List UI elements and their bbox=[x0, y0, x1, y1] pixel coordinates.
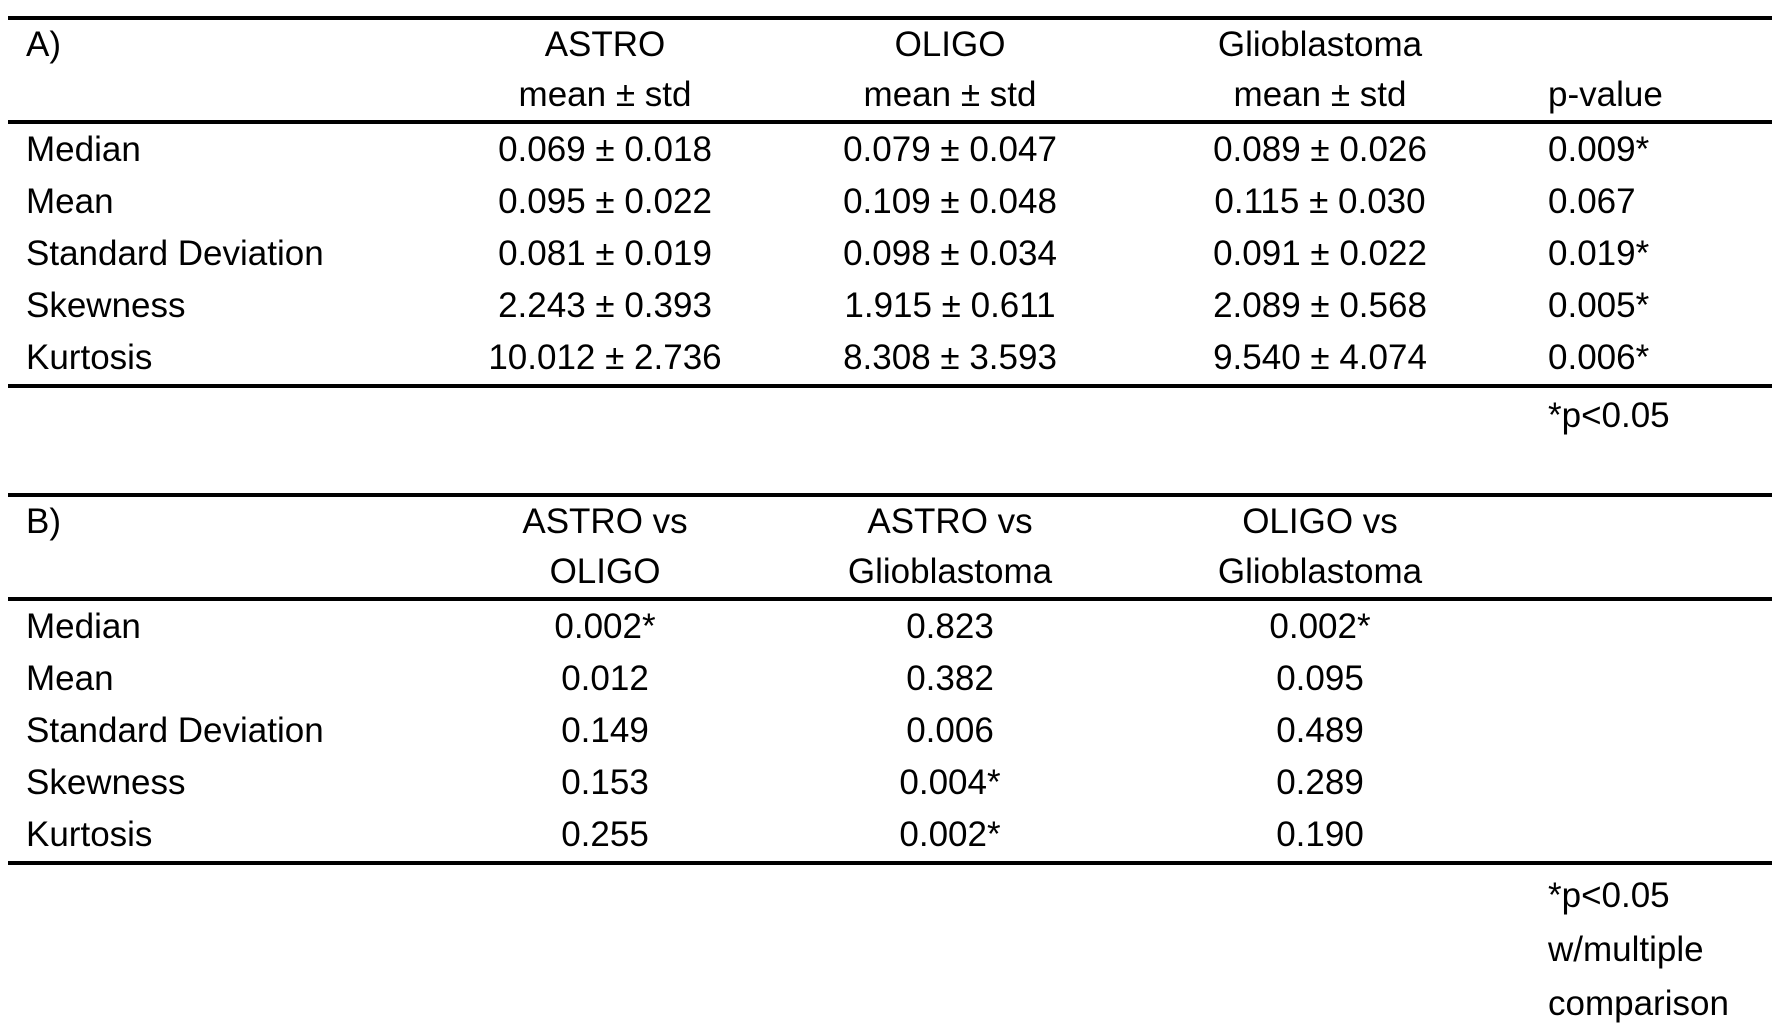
table-b-body: Median 0.002* 0.823 0.002* Mean 0.012 0.… bbox=[8, 599, 1772, 863]
col-header-astro-vs-oligo-line2: OLIGO bbox=[549, 552, 661, 591]
table-b-grid: B) ASTRO vs ASTRO vs OLIGO vs OLIGO Glio… bbox=[8, 493, 1772, 865]
table-a: A) ASTRO OLIGO Glioblastoma mean ± std m… bbox=[8, 16, 1772, 388]
col-header-p-value: p-value bbox=[1548, 75, 1663, 114]
table-b-header: B) ASTRO vs ASTRO vs OLIGO vs OLIGO Glio… bbox=[8, 495, 1772, 599]
table-a-panel-label: A) bbox=[26, 25, 61, 64]
col-header-glioblastoma: Glioblastoma bbox=[1217, 25, 1423, 64]
cell-p-value: 0.009* bbox=[1548, 130, 1650, 169]
cell-astro-vs-oligo: 0.002* bbox=[554, 607, 656, 646]
col-header-oligo: OLIGO bbox=[894, 25, 1006, 64]
cell-astro-vs-oligo: 0.012 bbox=[561, 659, 649, 698]
cell-oligo: 0.109 ± 0.048 bbox=[843, 182, 1057, 221]
table-a-header: A) ASTRO OLIGO Glioblastoma mean ± std m… bbox=[8, 18, 1772, 122]
table-row: Mean 0.095 ± 0.022 0.109 ± 0.048 0.115 ±… bbox=[8, 176, 1772, 228]
row-label: Median bbox=[26, 607, 141, 646]
table-b-footnote-line-3: comparison bbox=[1548, 984, 1729, 1023]
cell-astro-vs-gbm: 0.382 bbox=[906, 659, 994, 698]
table-row: Median 0.069 ± 0.018 0.079 ± 0.047 0.089… bbox=[8, 122, 1772, 176]
table-a-grid: A) ASTRO OLIGO Glioblastoma mean ± std m… bbox=[8, 16, 1772, 388]
table-b-header-row-2: OLIGO Glioblastoma Glioblastoma bbox=[8, 547, 1772, 599]
table-b-panel-label: B) bbox=[26, 502, 61, 541]
cell-astro-vs-gbm: 0.004* bbox=[899, 763, 1001, 802]
cell-oligo: 8.308 ± 3.593 bbox=[843, 338, 1057, 377]
cell-glioblastoma: 0.089 ± 0.026 bbox=[1213, 130, 1427, 169]
col-header-astro: ASTRO bbox=[544, 25, 666, 64]
cell-astro: 2.243 ± 0.393 bbox=[498, 286, 712, 325]
cell-glioblastoma: 9.540 ± 4.074 bbox=[1213, 338, 1427, 377]
table-row: Skewness 0.153 0.004* 0.289 bbox=[8, 757, 1772, 809]
table-row: Standard Deviation 0.081 ± 0.019 0.098 ±… bbox=[8, 228, 1772, 280]
subheader-spacer bbox=[8, 70, 420, 122]
table-row: Standard Deviation 0.149 0.006 0.489 bbox=[8, 705, 1772, 757]
cell-oligo-vs-gbm: 0.489 bbox=[1276, 711, 1364, 750]
cell-p-value: 0.019* bbox=[1548, 234, 1650, 273]
cell-spacer bbox=[1530, 757, 1772, 809]
cell-astro-vs-oligo: 0.149 bbox=[561, 711, 649, 750]
row-label: Standard Deviation bbox=[26, 234, 324, 273]
cell-astro-vs-gbm: 0.823 bbox=[906, 607, 994, 646]
col-header-oligo-vs-gbm-line1: OLIGO vs bbox=[1242, 502, 1398, 541]
cell-p-value: 0.067 bbox=[1548, 182, 1636, 221]
table-b-footnote-line-2: w/multiple bbox=[1548, 930, 1704, 969]
row-label: Kurtosis bbox=[26, 815, 153, 854]
cell-astro: 0.095 ± 0.022 bbox=[498, 182, 712, 221]
cell-glioblastoma: 0.115 ± 0.030 bbox=[1214, 182, 1426, 221]
cell-astro-vs-gbm: 0.002* bbox=[899, 815, 1001, 854]
subheader-oligo: mean ± std bbox=[863, 75, 1037, 114]
table-row: Kurtosis 0.255 0.002* 0.190 bbox=[8, 809, 1772, 863]
cell-oligo-vs-gbm: 0.095 bbox=[1276, 659, 1364, 698]
cell-spacer bbox=[1530, 809, 1772, 863]
table-a-header-row-2: mean ± std mean ± std mean ± std p-value bbox=[8, 70, 1772, 122]
row-label: Skewness bbox=[26, 286, 186, 325]
table-b: B) ASTRO vs ASTRO vs OLIGO vs OLIGO Glio… bbox=[8, 493, 1772, 865]
row-label: Mean bbox=[26, 182, 114, 221]
table-row: Kurtosis 10.012 ± 2.736 8.308 ± 3.593 9.… bbox=[8, 332, 1772, 386]
col-header-spacer bbox=[1530, 547, 1772, 599]
cell-astro-vs-oligo: 0.153 bbox=[561, 763, 649, 802]
subheader-glioblastoma: mean ± std bbox=[1233, 75, 1407, 114]
cell-oligo-vs-gbm: 0.002* bbox=[1269, 607, 1371, 646]
cell-astro-vs-gbm: 0.006 bbox=[906, 711, 994, 750]
cell-astro-vs-oligo: 0.255 bbox=[561, 815, 649, 854]
row-label: Skewness bbox=[26, 763, 186, 802]
table-a-footnote: *p<0.05 bbox=[1548, 396, 1670, 435]
subheader-astro: mean ± std bbox=[518, 75, 692, 114]
cell-glioblastoma: 2.089 ± 0.568 bbox=[1213, 286, 1427, 325]
row-label: Median bbox=[26, 130, 141, 169]
table-b-header-row-1: B) ASTRO vs ASTRO vs OLIGO vs bbox=[8, 495, 1772, 547]
table-a-header-row-1: A) ASTRO OLIGO Glioblastoma bbox=[8, 18, 1772, 70]
cell-oligo: 0.098 ± 0.034 bbox=[843, 234, 1057, 273]
col-header-astro-vs-gbm-line2: Glioblastoma bbox=[847, 552, 1053, 591]
cell-astro: 0.069 ± 0.018 bbox=[498, 130, 712, 169]
cell-oligo: 1.915 ± 0.611 bbox=[844, 286, 1056, 325]
cell-astro: 10.012 ± 2.736 bbox=[488, 338, 722, 377]
cell-oligo: 0.079 ± 0.047 bbox=[843, 130, 1057, 169]
table-a-body: Median 0.069 ± 0.018 0.079 ± 0.047 0.089… bbox=[8, 122, 1772, 386]
col-header-spacer bbox=[1530, 18, 1772, 70]
cell-astro: 0.081 ± 0.019 bbox=[498, 234, 712, 273]
col-header-oligo-vs-gbm-line2: Glioblastoma bbox=[1217, 552, 1423, 591]
row-label: Standard Deviation bbox=[26, 711, 324, 750]
col-header-spacer bbox=[1530, 495, 1772, 547]
row-label: Kurtosis bbox=[26, 338, 153, 377]
subheader-spacer bbox=[8, 547, 420, 599]
cell-glioblastoma: 0.091 ± 0.022 bbox=[1213, 234, 1427, 273]
cell-oligo-vs-gbm: 0.190 bbox=[1276, 815, 1364, 854]
table-row: Skewness 2.243 ± 0.393 1.915 ± 0.611 2.0… bbox=[8, 280, 1772, 332]
col-header-astro-vs-gbm-line1: ASTRO vs bbox=[867, 502, 1033, 541]
table-b-footnote-line-1: *p<0.05 bbox=[1548, 876, 1670, 915]
cell-spacer bbox=[1530, 653, 1772, 705]
cell-p-value: 0.005* bbox=[1548, 286, 1650, 325]
cell-spacer bbox=[1530, 599, 1772, 653]
cell-spacer bbox=[1530, 705, 1772, 757]
cell-p-value: 0.006* bbox=[1548, 338, 1650, 377]
table-row: Mean 0.012 0.382 0.095 bbox=[8, 653, 1772, 705]
table-row: Median 0.002* 0.823 0.002* bbox=[8, 599, 1772, 653]
row-label: Mean bbox=[26, 659, 114, 698]
cell-oligo-vs-gbm: 0.289 bbox=[1276, 763, 1364, 802]
table-b-footnote: *p<0.05 w/multiple comparison bbox=[1548, 869, 1729, 1030]
col-header-astro-vs-oligo-line1: ASTRO vs bbox=[522, 502, 688, 541]
